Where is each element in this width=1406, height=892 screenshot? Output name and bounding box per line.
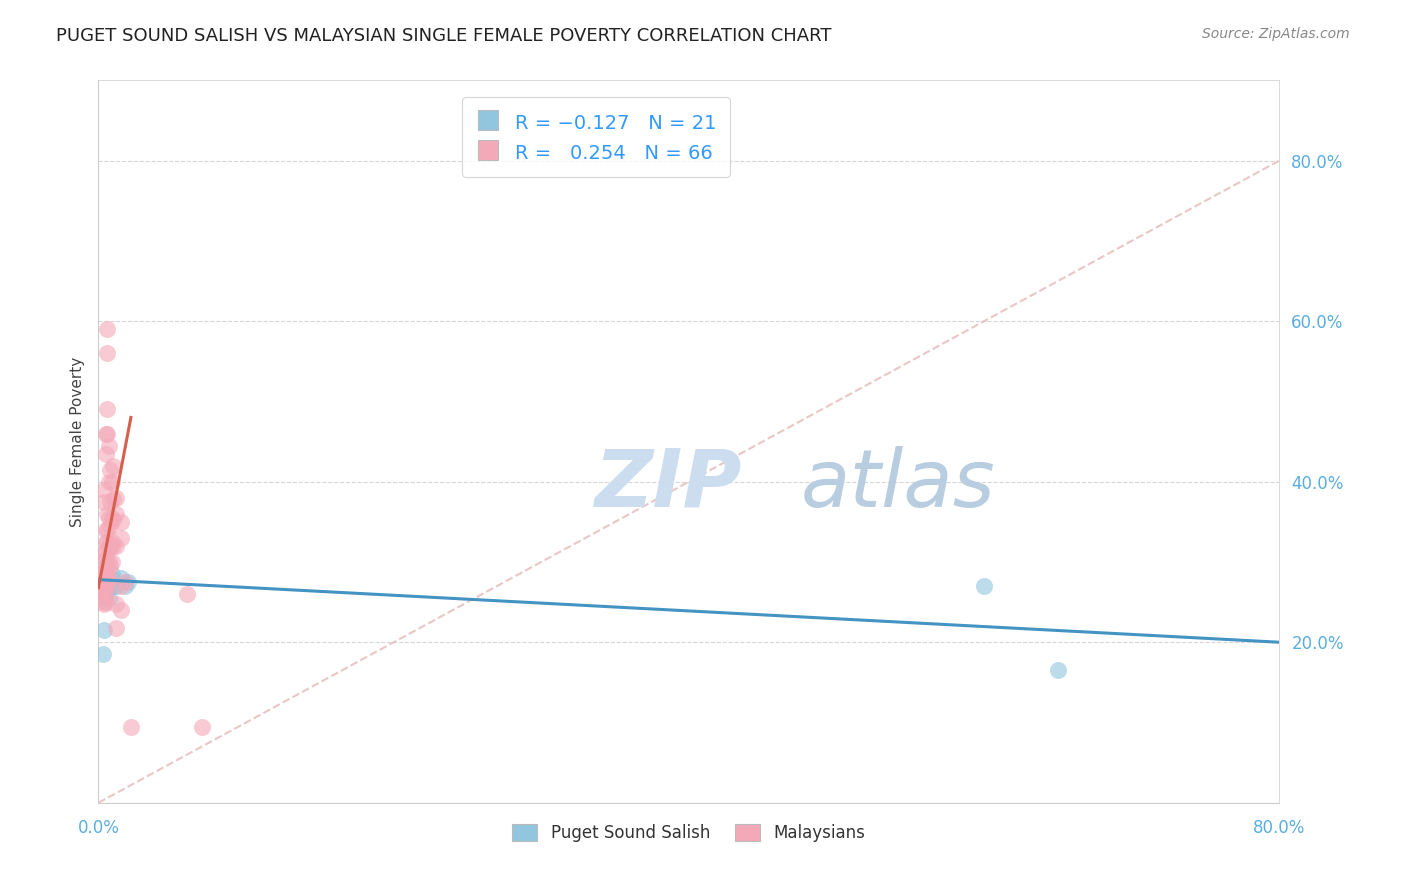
- Text: ZIP: ZIP: [595, 446, 742, 524]
- Point: [91, 648, 114, 662]
- Point: [98, 462, 121, 476]
- Point: [94, 558, 117, 574]
- Point: [96, 574, 118, 589]
- Point: [93, 591, 115, 605]
- Point: [105, 621, 128, 635]
- Y-axis label: Single Female Poverty: Single Female Poverty: [69, 357, 84, 526]
- Point: [98, 518, 121, 533]
- Point: [91, 595, 114, 609]
- Point: [96, 507, 118, 521]
- Point: [97, 555, 120, 569]
- Point: [93, 597, 115, 611]
- Point: [105, 539, 128, 553]
- Point: [100, 555, 122, 569]
- Point: [97, 510, 120, 524]
- Point: [94, 550, 117, 566]
- Point: [97, 475, 120, 489]
- Point: [100, 567, 122, 582]
- Point: [103, 492, 125, 507]
- Point: [103, 539, 125, 553]
- Point: [91, 574, 114, 589]
- Point: [110, 515, 132, 529]
- Point: [94, 583, 117, 598]
- Point: [1046, 664, 1070, 678]
- Point: [96, 346, 118, 360]
- Point: [97, 591, 120, 605]
- Point: [94, 523, 117, 537]
- Point: [93, 547, 115, 561]
- Point: [94, 579, 117, 593]
- Point: [97, 574, 120, 589]
- Point: [96, 567, 118, 582]
- Point: [94, 561, 117, 575]
- Point: [98, 558, 121, 574]
- Point: [176, 587, 198, 601]
- Point: [103, 573, 125, 587]
- Point: [96, 523, 118, 537]
- Point: [98, 541, 121, 555]
- Point: [96, 571, 118, 585]
- Point: [94, 534, 117, 549]
- Point: [97, 438, 120, 452]
- Point: [94, 567, 117, 582]
- Legend: Puget Sound Salish, Malaysians: Puget Sound Salish, Malaysians: [506, 817, 872, 848]
- Point: [105, 507, 128, 521]
- Point: [96, 402, 118, 417]
- Point: [93, 579, 115, 593]
- Point: [105, 597, 128, 611]
- Point: [103, 579, 125, 593]
- Text: PUGET SOUND SALISH VS MALAYSIAN SINGLE FEMALE POVERTY CORRELATION CHART: PUGET SOUND SALISH VS MALAYSIAN SINGLE F…: [56, 27, 832, 45]
- Point: [98, 494, 121, 508]
- Point: [110, 603, 132, 617]
- Point: [110, 571, 132, 585]
- Point: [110, 579, 132, 593]
- Point: [94, 574, 117, 589]
- Point: [96, 426, 118, 441]
- Text: Source: ZipAtlas.com: Source: ZipAtlas.com: [1202, 27, 1350, 41]
- Point: [114, 574, 136, 589]
- Point: [93, 483, 115, 497]
- Point: [105, 579, 128, 593]
- Point: [110, 531, 132, 545]
- Point: [93, 565, 115, 579]
- Point: [96, 583, 118, 598]
- Text: atlas: atlas: [801, 446, 995, 524]
- Point: [96, 558, 118, 574]
- Point: [93, 555, 115, 569]
- Point: [94, 542, 117, 557]
- Point: [98, 579, 121, 593]
- Point: [94, 595, 117, 609]
- Point: [100, 510, 122, 524]
- Point: [93, 573, 115, 587]
- Point: [100, 475, 122, 489]
- Point: [117, 574, 139, 589]
- Point: [93, 623, 115, 637]
- Point: [100, 534, 122, 549]
- Point: [96, 322, 118, 336]
- Point: [120, 719, 142, 733]
- Point: [94, 426, 117, 441]
- Point: [114, 579, 136, 593]
- Point: [94, 446, 117, 460]
- Point: [94, 571, 117, 585]
- Point: [96, 534, 118, 549]
- Point: [93, 585, 115, 599]
- Point: [97, 539, 120, 553]
- Point: [91, 567, 114, 582]
- Point: [105, 491, 128, 505]
- Point: [97, 571, 120, 585]
- Point: [93, 494, 115, 508]
- Point: [103, 513, 125, 527]
- Point: [103, 458, 125, 473]
- Point: [94, 587, 117, 601]
- Point: [191, 719, 214, 733]
- Point: [973, 579, 995, 593]
- Point: [90, 583, 112, 598]
